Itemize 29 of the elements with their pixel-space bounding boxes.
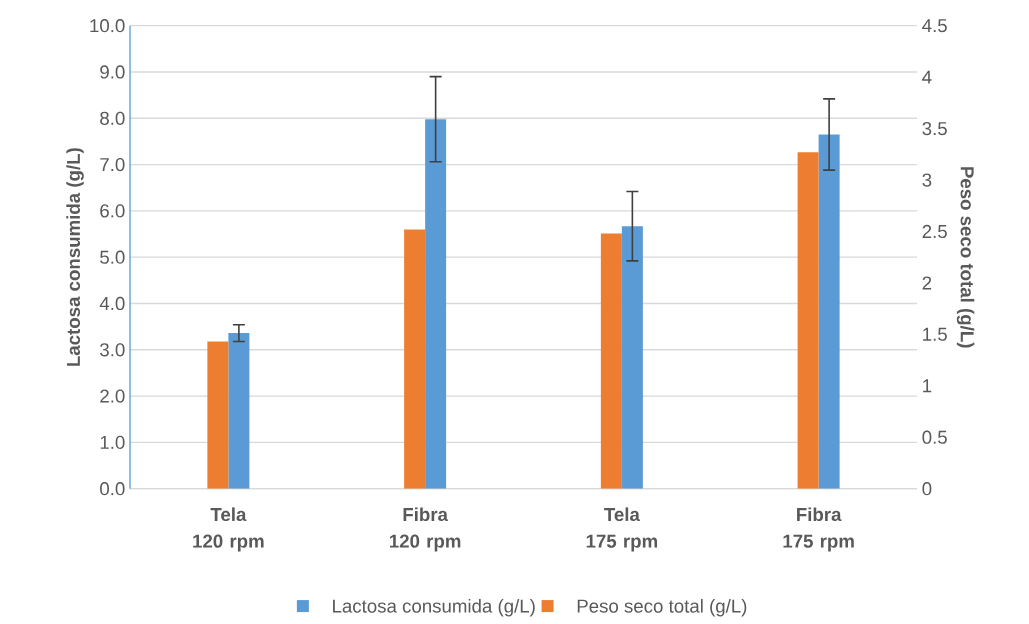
y2-tick-label: 4.5 [922, 19, 947, 33]
y-tick-label: 9.0 [100, 65, 125, 79]
y2-tick-label: 2.5 [922, 224, 947, 239]
y-tick-label: 8.0 [100, 111, 125, 125]
x-tick-label: Fibra 175 rpm [783, 507, 854, 552]
y2-axis-title: Peso seco total (g/L) [956, 167, 975, 348]
y2-tick-label: 3.5 [922, 121, 947, 136]
x-tick-label: Fibra 120 rpm [389, 507, 461, 552]
y2-tick-label: 1 [923, 379, 932, 393]
y2-tick-label: 1.5 [923, 327, 947, 341]
y2-tick-label: 2 [922, 276, 932, 290]
legend-label: Peso seco total (g/L) [577, 598, 747, 617]
y-tick-label: 6.0 [100, 204, 125, 218]
y-tick-label: 10.0 [90, 19, 125, 33]
y2-tick-label: 0.5 [922, 430, 947, 444]
y-tick-label: 3.0 [100, 343, 125, 357]
x-tick-label: Tela 120 rpm [193, 507, 264, 552]
y-tick-label: 4.0 [99, 296, 125, 311]
y2-tick-label: 0 [922, 482, 932, 496]
legend-label: Lactosa consumida (g/L) [333, 598, 535, 617]
y-tick-label: 2.0 [100, 389, 125, 403]
y-tick-label: 5.0 [100, 250, 125, 264]
x-tick-label: Tela 175 rpm [586, 507, 658, 552]
y-tick-label: 0.0 [100, 482, 125, 496]
y-axis-title: Lactosa consumida (g/L) [66, 148, 84, 366]
y-tick-label: 7.0 [100, 157, 125, 172]
y2-tick-label: 3 [922, 173, 932, 187]
y2-tick-label: 4 [922, 70, 932, 84]
y-tick-label: 1.0 [100, 435, 125, 449]
